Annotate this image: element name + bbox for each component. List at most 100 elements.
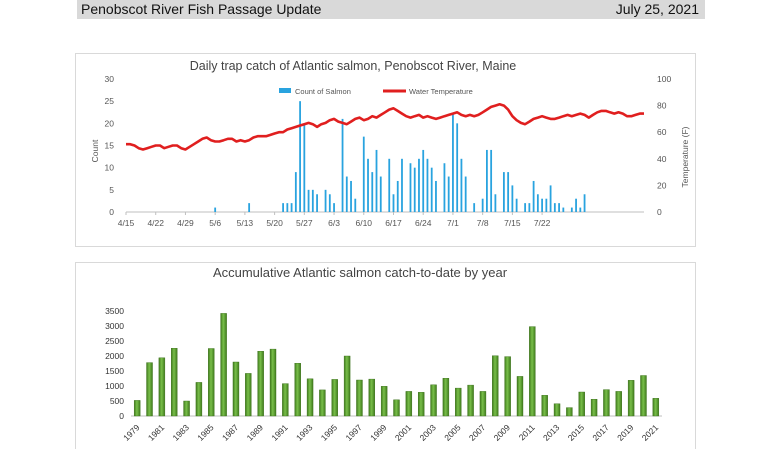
yearly-catch-bar (257, 350, 264, 417)
salmon-count-bar (418, 158, 420, 212)
yearly-catch-bar (566, 407, 573, 417)
y-tick-label: 1000 (105, 381, 124, 391)
salmon-count-bar (541, 198, 543, 212)
yearly-catch-bar (504, 356, 511, 417)
x-tick-label: 1989 (245, 422, 266, 443)
x-tick-label: 1999 (368, 422, 389, 443)
daily-chart-y-label: Count (90, 139, 100, 162)
x-tick-label: 2013 (541, 422, 562, 443)
y-tick-label: 3000 (105, 321, 124, 331)
y-tick-label: 3500 (105, 306, 124, 316)
salmon-count-bar (413, 167, 416, 212)
yearly-catch-bar (294, 362, 301, 417)
y2-tick-label: 40 (657, 154, 667, 164)
y-tick-label: 0 (109, 207, 114, 217)
salmon-count-bar (452, 114, 454, 212)
yearly-catch-bar (455, 387, 462, 417)
y2-tick-label: 0 (657, 207, 662, 217)
x-tick-label: 5/20 (266, 218, 283, 228)
daily-chart-y2-label: Temperature (F) (680, 126, 690, 187)
salmon-count-bar (511, 185, 514, 212)
salmon-count-bar (545, 198, 548, 212)
salmon-count-bar (341, 118, 344, 212)
x-tick-label: 4/15 (118, 218, 135, 228)
salmon-count-bar (460, 158, 463, 212)
salmon-count-bar (430, 167, 433, 212)
x-tick-label: 5/27 (296, 218, 313, 228)
yearly-catch-chart-panel: Accumulative Atlantic salmon catch-to-da… (75, 262, 696, 449)
salmon-count-bar (371, 172, 374, 212)
x-tick-label: 4/29 (177, 218, 194, 228)
x-tick-label: 2011 (517, 422, 537, 442)
x-tick-label: 6/17 (385, 218, 402, 228)
salmon-count-bar (443, 163, 446, 212)
x-tick-label: 1985 (195, 422, 216, 443)
salmon-count-bar (396, 180, 399, 212)
salmon-count-bar (532, 180, 535, 212)
yearly-catch-bar (553, 403, 561, 417)
x-tick-label: 1993 (294, 422, 315, 443)
x-tick-label: 1979 (121, 422, 142, 443)
x-tick-label: 2001 (393, 422, 414, 443)
x-tick-label: 6/3 (328, 218, 340, 228)
yearly-catch-bar (578, 391, 585, 417)
salmon-count-bar (392, 194, 395, 212)
x-tick-label: 5/13 (237, 218, 254, 228)
yearly-catch-bar (615, 391, 622, 417)
yearly-catch-bar (356, 379, 363, 417)
y-tick-label: 25 (105, 96, 115, 106)
yearly-catch-bar (245, 373, 252, 417)
salmon-count-bar (575, 198, 577, 212)
salmon-count-bar (515, 198, 518, 212)
salmon-count-bar (456, 123, 459, 212)
yearly-catch-bar (529, 326, 536, 417)
salmon-count-bar (464, 176, 467, 212)
yearly-catch-bar (652, 398, 660, 417)
salmon-count-bar (549, 185, 552, 212)
salmon-count-bar (473, 203, 476, 212)
daily-catch-chart: Daily trap catch of Atlantic salmon, Pen… (90, 59, 690, 228)
x-tick-label: 2021 (640, 422, 661, 443)
x-tick-label: 7/15 (504, 218, 521, 228)
salmon-count-bar (553, 203, 556, 212)
yearly-catch-bar (319, 389, 326, 417)
report-title: Penobscot River Fish Passage Update (81, 1, 322, 17)
x-tick-label: 2017 (590, 422, 611, 443)
salmon-count-bar (502, 172, 505, 212)
x-tick-label: 1987 (220, 422, 241, 443)
yearly-catch-bar (393, 399, 400, 417)
yearly-catch-bar (603, 389, 610, 417)
yearly-catch-bar (541, 395, 548, 417)
y-tick-label: 20 (105, 118, 115, 128)
salmon-count-bar (401, 158, 403, 212)
daily-catch-chart-panel: Daily trap catch of Atlantic salmon, Pen… (75, 53, 696, 247)
y-tick-label: 30 (105, 74, 115, 84)
yearly-catch-bar (479, 391, 487, 417)
x-tick-label: 1991 (269, 422, 290, 443)
yearly-catch-bar (146, 362, 153, 417)
yearly-catch-bar (430, 384, 437, 417)
report-date: July 25, 2021 (615, 1, 699, 17)
legend-swatch-count (279, 88, 291, 93)
salmon-count-bar (354, 198, 357, 212)
x-tick-label: 6/10 (355, 218, 372, 228)
yearly-catch-bar (405, 391, 413, 417)
y-tick-label: 10 (105, 163, 115, 173)
salmon-count-bar (570, 207, 573, 212)
salmon-count-bar (350, 180, 352, 212)
x-tick-label: 1997 (343, 422, 364, 443)
daily-chart-title: Daily trap catch of Atlantic salmon, Pen… (190, 59, 517, 73)
salmon-count-bar (426, 158, 429, 212)
salmon-count-bar (294, 172, 297, 212)
yearly-catch-chart: Accumulative Atlantic salmon catch-to-da… (105, 265, 662, 443)
salmon-count-bar (324, 189, 327, 212)
salmon-count-bar (303, 123, 306, 212)
x-tick-label: 1983 (171, 422, 192, 443)
salmon-count-bar (524, 203, 527, 212)
salmon-count-bar (409, 163, 412, 212)
y-tick-label: 500 (110, 396, 124, 406)
y-tick-label: 5 (109, 185, 114, 195)
x-tick-label: 7/8 (477, 218, 489, 228)
legend-label-temperature: Water Temperature (409, 87, 473, 96)
salmon-count-bar (307, 189, 310, 212)
